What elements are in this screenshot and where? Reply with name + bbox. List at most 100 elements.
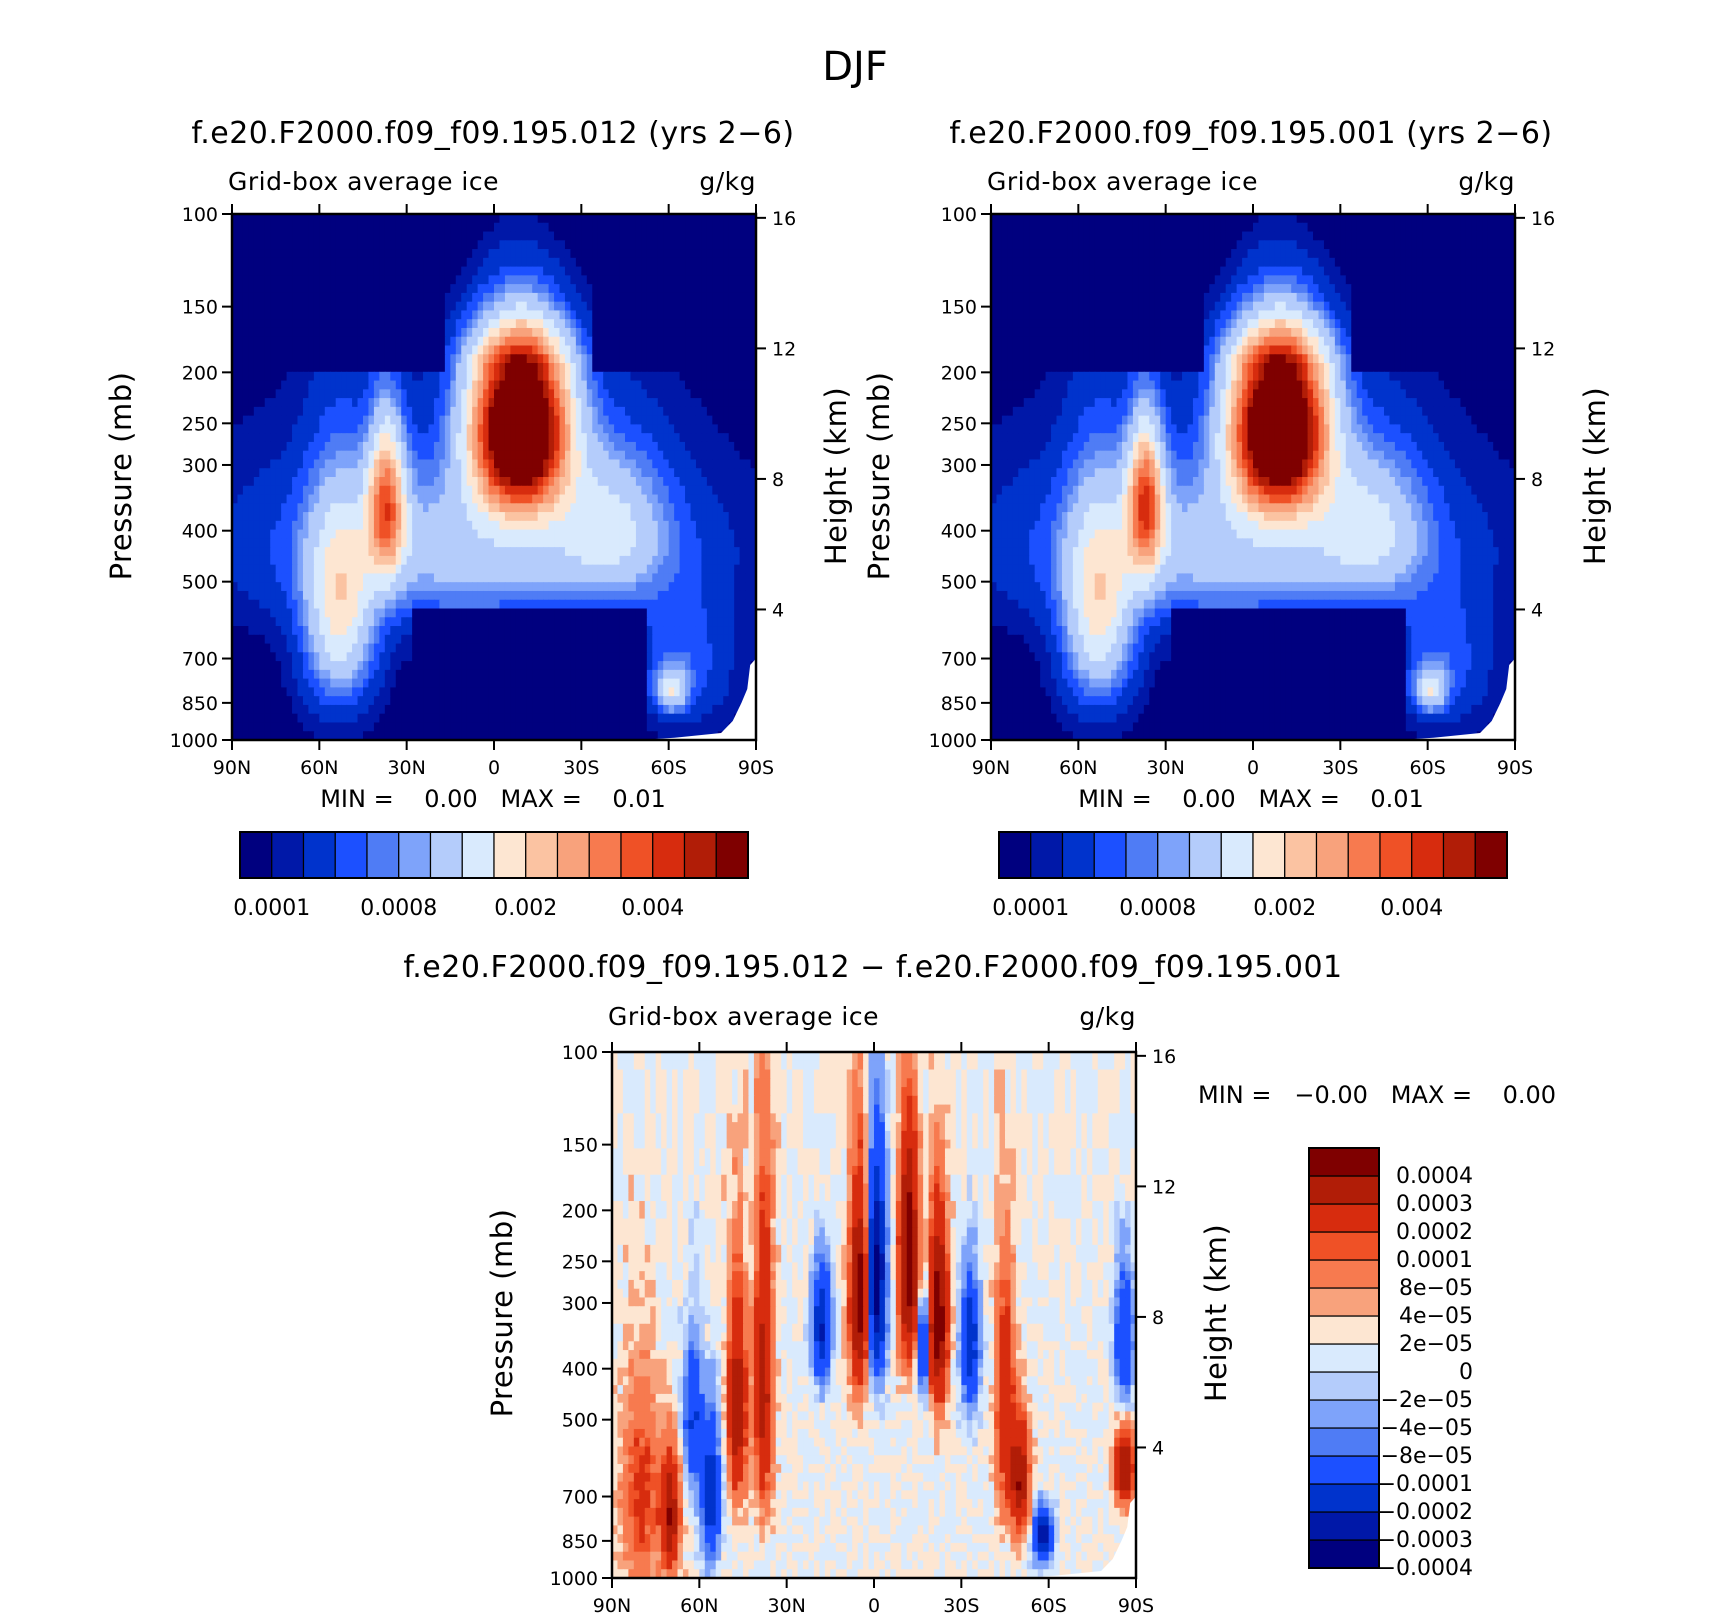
panel1-cell [466, 371, 473, 382]
panel1-cell [750, 266, 757, 276]
panel1-cell [750, 547, 757, 557]
panel1-cell [679, 661, 686, 671]
panel1-cell [652, 450, 659, 461]
panel1-cell [657, 555, 664, 566]
panel1-cell [554, 503, 561, 513]
panel1-cell [319, 529, 326, 539]
panel1-cell [690, 424, 697, 434]
panel1-cell [406, 538, 413, 548]
panel1-cell [428, 485, 435, 496]
panel1-cell [679, 389, 686, 399]
panel1-cell [619, 389, 626, 399]
panel1-cell [515, 424, 522, 434]
panel1-cell [395, 459, 402, 469]
panel1-cell [428, 643, 435, 653]
panel1-cell [297, 441, 304, 452]
panel1-cell [319, 371, 326, 382]
panel1-cell [264, 573, 271, 583]
panel1-cell [308, 266, 315, 276]
panel1-cell [423, 634, 430, 645]
panel1-cell [695, 494, 703, 504]
panel1-cell [395, 441, 402, 452]
panel1-cell [357, 354, 364, 364]
panel1-cell [668, 468, 675, 478]
panel1-cell [581, 214, 588, 224]
panel1-cell [548, 380, 555, 390]
panel1-cell [690, 494, 697, 504]
panel1-cell [461, 547, 468, 557]
panel1-cell [444, 249, 451, 259]
panel1-cell [297, 371, 304, 382]
panel1-cell [232, 363, 239, 373]
panel1-cell [324, 529, 331, 539]
panel1-cell [357, 441, 364, 452]
panel1-cell [679, 643, 686, 653]
panel1-cell [728, 345, 735, 355]
panel1-cell [281, 406, 288, 417]
panel1-cell [341, 599, 348, 610]
panel1-cell [679, 363, 686, 373]
panel1-cell [466, 231, 473, 241]
panel1-cell [745, 363, 752, 373]
panel1-cell [652, 599, 659, 610]
panel1-cell [286, 284, 293, 294]
panel1-cell [663, 626, 670, 636]
panel1-cell [554, 266, 561, 276]
panel1-cell [635, 389, 642, 399]
panel1-cell [439, 538, 446, 548]
panel1-cell [330, 555, 337, 566]
panel1-cell [619, 354, 626, 364]
panel1-cell [237, 538, 244, 548]
panel1-cell [695, 433, 703, 443]
panel1-cell [712, 608, 719, 618]
panel1-cell [586, 573, 593, 583]
panel1-cell [521, 477, 528, 487]
panel1-cell [319, 512, 326, 522]
panel1-cell [515, 249, 522, 259]
panel1-cell [712, 319, 719, 329]
panel1-cell [652, 345, 659, 355]
panel1-cell [313, 310, 320, 320]
panel1-cell [281, 573, 288, 583]
panel1-cell [302, 301, 310, 312]
panel1-cell [313, 512, 320, 522]
panel1-cell [253, 512, 260, 522]
panel1-cell [324, 310, 331, 320]
panel1-cell [341, 398, 348, 408]
panel1-cell [439, 424, 446, 434]
panel1-cell [384, 634, 391, 645]
panel1-cell [641, 363, 648, 373]
panel1-cell [657, 520, 664, 531]
panel1-cell [581, 520, 588, 531]
panel1-cell [625, 573, 632, 583]
panel1-cell [695, 538, 703, 548]
panel1-cell [450, 292, 457, 303]
panel1-cell [641, 406, 648, 417]
panel1-cell [433, 617, 441, 627]
panel1-cell [275, 555, 282, 566]
panel1-cell [570, 424, 577, 434]
panel1-cell [232, 459, 239, 469]
panel1-cell [297, 327, 304, 338]
panel1-cell [657, 529, 664, 539]
panel1-cell [433, 363, 441, 373]
panel1-cell [292, 319, 299, 329]
panel1-cell [242, 529, 249, 539]
panel1-cell [483, 661, 490, 671]
panel1-cell [619, 485, 626, 496]
panel1-cell [679, 529, 686, 539]
panel1-cell [270, 573, 277, 583]
panel1-cell [641, 415, 648, 425]
panel1-cell [575, 284, 582, 294]
panel1-cell [570, 599, 577, 610]
panel1-cell [575, 590, 582, 601]
panel1-cell [668, 406, 675, 417]
panel1-cell [466, 617, 473, 627]
panel1-cell [341, 222, 348, 233]
panel1-cell [745, 468, 752, 478]
panel1-cell [363, 345, 370, 355]
panel1-cell [521, 459, 528, 469]
panel1-cell [248, 608, 255, 618]
panel1-cell [570, 275, 577, 285]
panel1-cell [690, 336, 697, 347]
